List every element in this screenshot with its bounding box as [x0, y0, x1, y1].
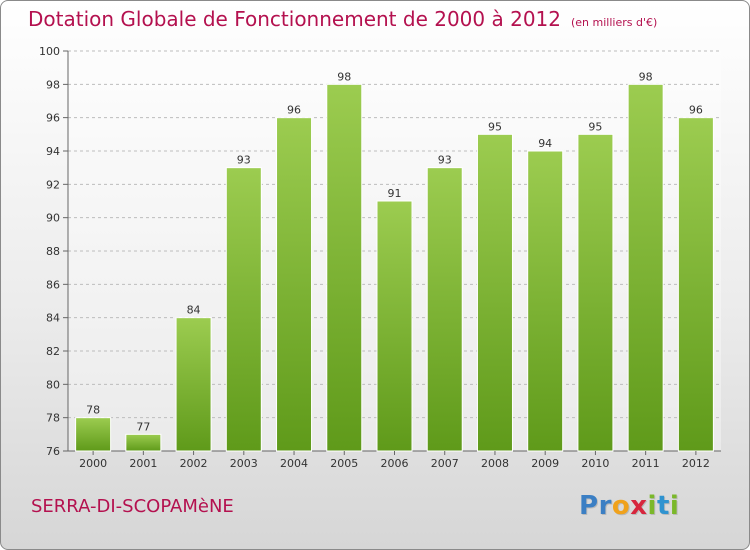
x-tick-label: 2005 [330, 457, 358, 470]
y-tick-label: 80 [46, 378, 60, 391]
bar-value-label: 94 [538, 137, 552, 150]
x-tick-label: 2002 [180, 457, 208, 470]
y-tick-label: 78 [46, 412, 60, 425]
x-tick-label: 2008 [481, 457, 509, 470]
bar [125, 433, 162, 452]
bar-value-label: 77 [136, 420, 150, 433]
bar [627, 83, 664, 452]
x-tick-label: 2006 [381, 457, 409, 470]
bar-value-label: 98 [337, 70, 351, 83]
y-tick-label: 86 [46, 278, 60, 291]
y-tick-label: 84 [46, 312, 60, 325]
bar [426, 167, 463, 452]
bar-value-label: 95 [588, 120, 602, 133]
bar [175, 317, 212, 452]
bar [476, 133, 513, 452]
y-tick-label: 90 [46, 212, 60, 225]
bar-value-label: 96 [287, 104, 301, 117]
y-tick-label: 100 [39, 45, 60, 58]
bar [527, 150, 564, 452]
bar-value-label: 98 [639, 70, 653, 83]
y-tick-label: 88 [46, 245, 60, 258]
x-tick-label: 2011 [632, 457, 660, 470]
chart-title-text: Dotation Globale de Fonctionnement de 20… [28, 7, 561, 31]
bar [75, 417, 112, 452]
y-tick-label: 76 [46, 445, 60, 458]
bar [577, 133, 614, 452]
x-tick-label: 2003 [230, 457, 258, 470]
x-tick-label: 2001 [129, 457, 157, 470]
bar-value-label: 78 [86, 404, 100, 417]
bar [376, 200, 413, 452]
x-tick-label: 2009 [531, 457, 559, 470]
x-tick-label: 2010 [581, 457, 609, 470]
y-tick-label: 96 [46, 112, 60, 125]
y-tick-label: 94 [46, 145, 60, 158]
chart-subtitle: (en milliers d'€) [571, 16, 658, 29]
place-name: SERRA-DI-SCOPAMèNE [31, 496, 234, 517]
y-tick-label: 82 [46, 345, 60, 358]
x-tick-label: 2012 [682, 457, 710, 470]
bar-value-label: 84 [187, 304, 201, 317]
proxiti-logo: Proxiti [579, 491, 680, 521]
bar-value-label: 91 [388, 187, 402, 200]
x-tick-label: 2004 [280, 457, 308, 470]
bar [276, 117, 313, 452]
x-tick-label: 2000 [79, 457, 107, 470]
bar [677, 117, 714, 452]
bar [225, 167, 262, 452]
chart-title: Dotation Globale de Fonctionnement de 20… [28, 7, 657, 31]
bar [326, 83, 363, 452]
bar-value-label: 93 [237, 154, 251, 167]
bar-value-label: 95 [488, 120, 502, 133]
x-tick-label: 2007 [431, 457, 459, 470]
bar-value-label: 93 [438, 154, 452, 167]
bar-value-label: 96 [689, 104, 703, 117]
y-tick-label: 98 [46, 78, 60, 91]
y-tick-label: 92 [46, 178, 60, 191]
